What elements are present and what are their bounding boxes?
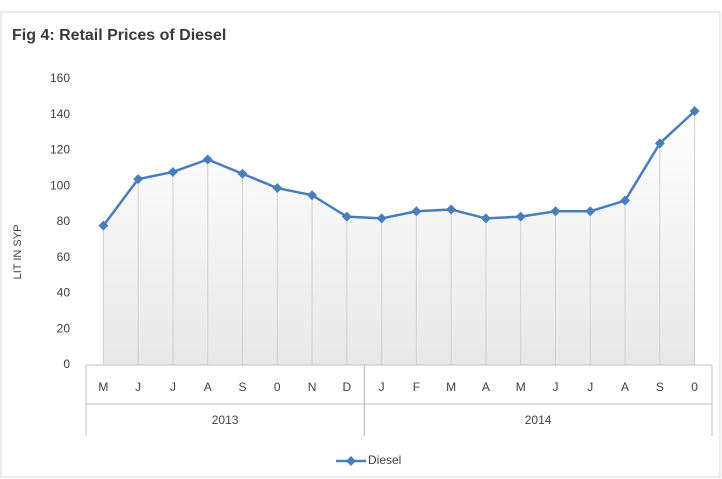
x-tick-label: S <box>656 380 664 394</box>
y-axis-label: LIT IN SYP <box>12 225 24 280</box>
x-tick-label: J <box>587 380 593 394</box>
legend-marker <box>346 456 356 466</box>
marker <box>376 213 387 224</box>
x-tick-label: J <box>170 380 176 394</box>
marker <box>446 204 457 215</box>
y-tick-label: 60 <box>57 250 71 264</box>
marker <box>272 183 283 194</box>
group-label: 2014 <box>525 413 552 427</box>
x-tick-label: N <box>308 380 317 394</box>
x-tick-label: S <box>238 380 246 394</box>
y-tick-label: 80 <box>57 214 71 228</box>
marker <box>98 220 109 231</box>
x-tick-label: A <box>621 380 629 394</box>
y-tick-label: 160 <box>50 71 70 85</box>
series-line <box>102 110 696 227</box>
marker <box>411 206 422 217</box>
x-tick-label: M <box>98 380 108 394</box>
y-tick-label: 100 <box>50 178 70 192</box>
y-tick-label: 20 <box>57 321 71 335</box>
marker <box>585 206 596 217</box>
marker <box>550 206 561 217</box>
x-tick-label: A <box>482 380 490 394</box>
chart-border <box>0 11 721 478</box>
x-tick-label: 0 <box>691 380 698 394</box>
x-tick-label: A <box>204 380 212 394</box>
marker <box>620 195 631 206</box>
marker <box>341 211 352 222</box>
marker <box>654 138 665 149</box>
y-tick-label: 140 <box>50 107 70 121</box>
x-tick-label: J <box>553 380 559 394</box>
marker <box>167 166 178 177</box>
x-tick-label: J <box>135 380 141 394</box>
marker <box>307 190 318 201</box>
x-tick-label: J <box>379 380 385 394</box>
x-tick-label: M <box>446 380 456 394</box>
area-fill <box>103 111 695 365</box>
marker <box>133 174 144 185</box>
marker <box>237 168 248 179</box>
x-tick-label: M <box>516 380 526 394</box>
y-tick-label: 40 <box>57 286 71 300</box>
x-tick-label: 0 <box>274 380 281 394</box>
x-tick-label: D <box>342 380 351 394</box>
marker <box>480 213 491 224</box>
x-tick-label: F <box>413 380 420 394</box>
legend-label: Diesel <box>368 453 401 467</box>
marker <box>202 154 213 165</box>
marker <box>689 106 700 117</box>
y-tick-label: 120 <box>50 143 70 157</box>
group-label: 2013 <box>212 413 239 427</box>
chart-title: Fig 4: Retail Prices of Diesel <box>12 27 226 44</box>
marker <box>515 211 526 222</box>
y-tick-label: 0 <box>63 357 70 371</box>
